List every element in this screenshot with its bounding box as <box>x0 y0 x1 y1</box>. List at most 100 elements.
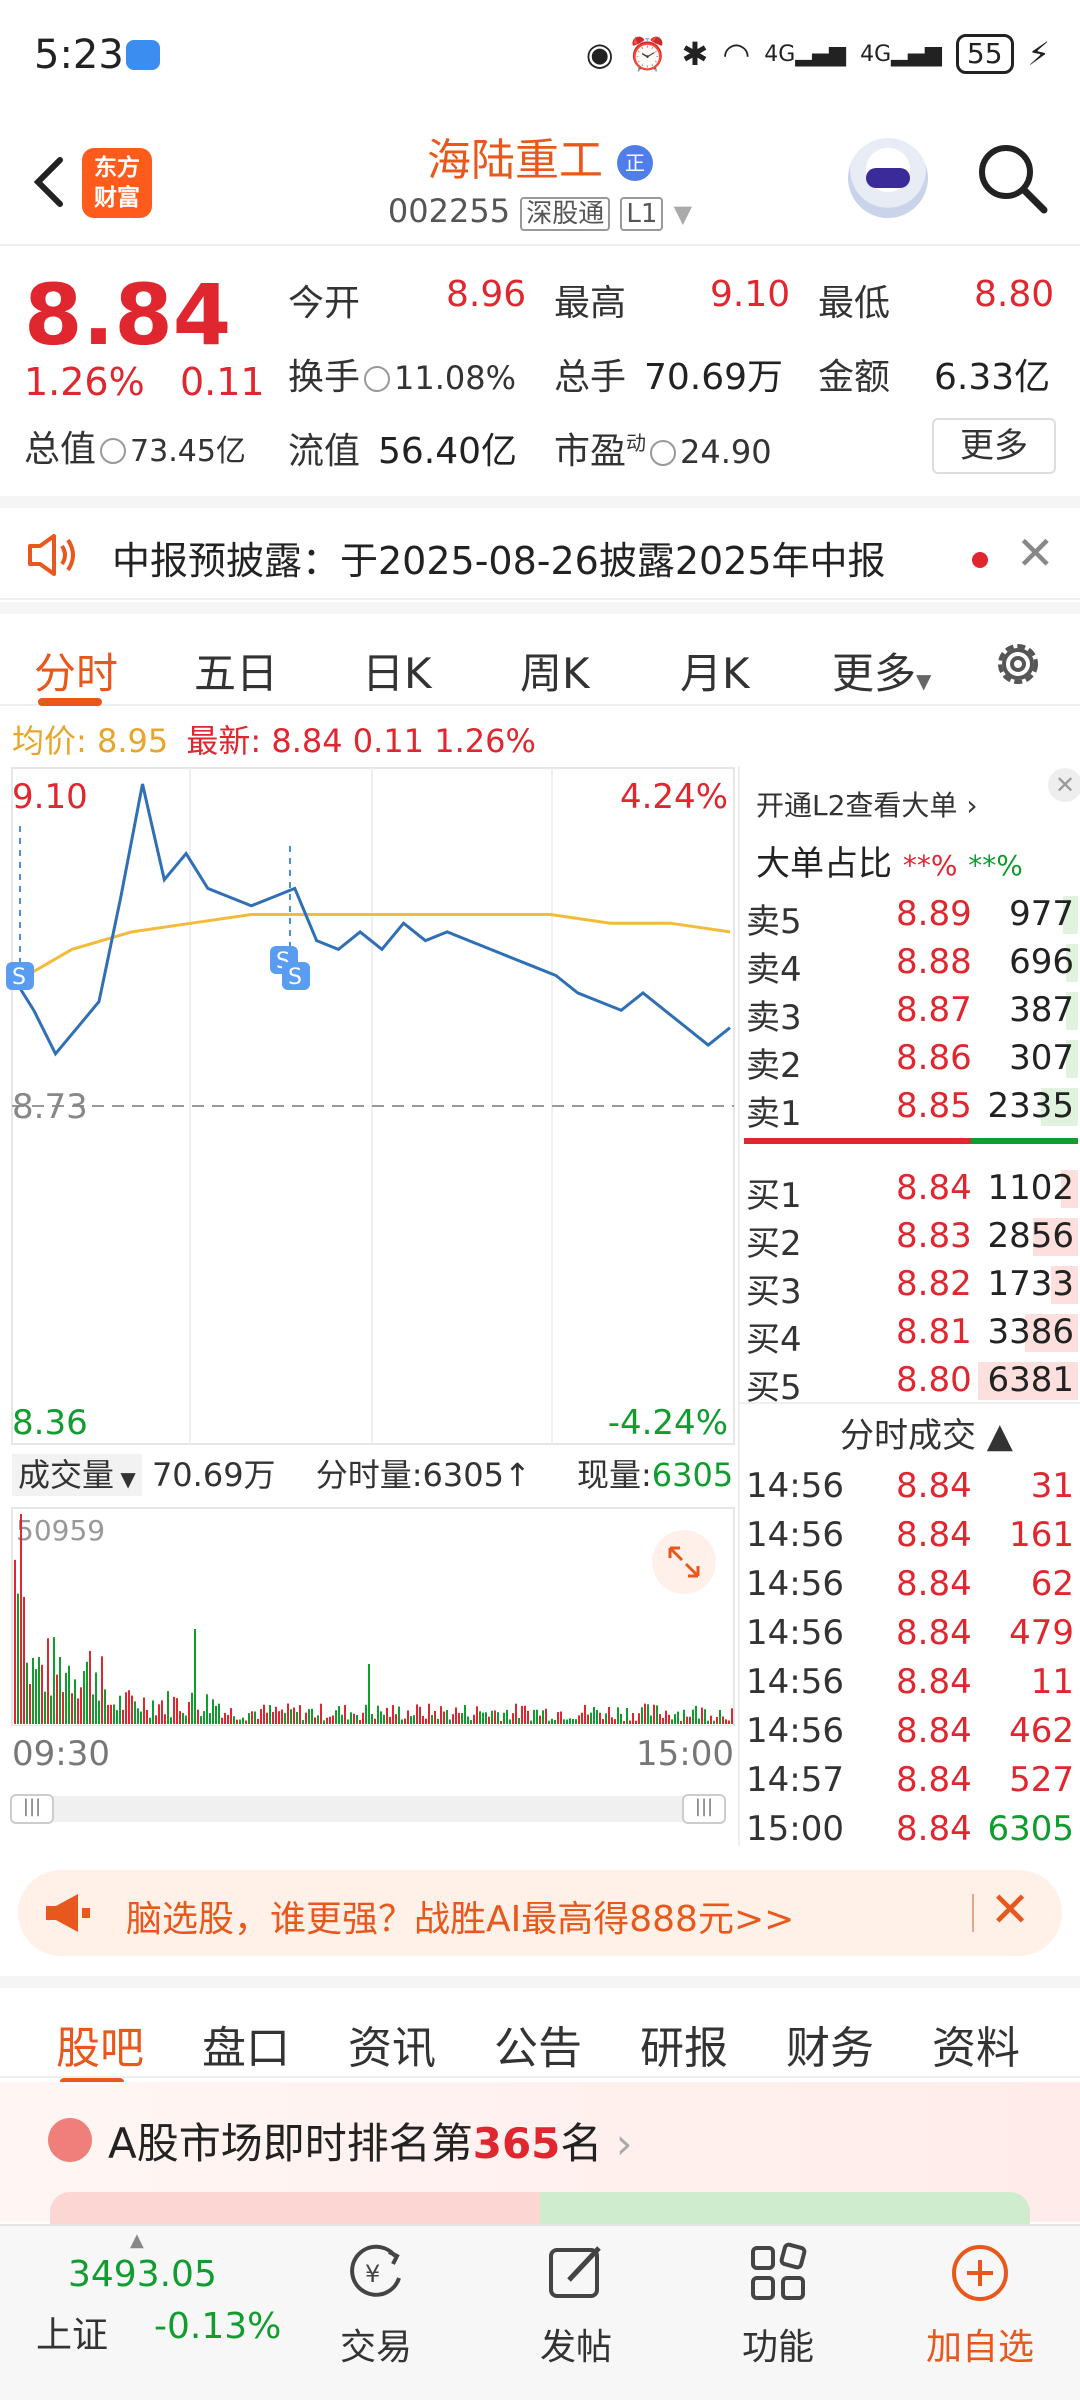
volume-bar <box>308 1709 310 1724</box>
tab-intraday[interactable]: 分时 <box>34 649 119 698</box>
volume-bar <box>569 1718 571 1724</box>
close-icon[interactable]: ✕ <box>990 1882 1031 1938</box>
sell-marker[interactable]: S <box>6 962 34 990</box>
sell-marker[interactable]: S <box>282 962 310 990</box>
bid-row[interactable]: 买1 8.84 1102 <box>740 1164 1080 1216</box>
tab-forum[interactable]: 股吧 <box>56 2023 144 2074</box>
volume-bar <box>686 1716 688 1724</box>
volume-bar <box>464 1705 466 1724</box>
ask-price: 8.87 <box>896 990 972 1030</box>
close-icon[interactable]: ✕ <box>1048 768 1080 802</box>
volume-bar <box>701 1707 703 1724</box>
volume-bar <box>68 1665 70 1724</box>
nav-post[interactable]: 发帖 <box>506 2238 646 2370</box>
price-chart-svg[interactable]: S S S 9.10 4.24% 8.73 8.36 -4.24% <box>0 766 736 1446</box>
scroll-handle-left[interactable]: ||| <box>10 1794 54 1824</box>
volume-chart-svg[interactable]: 50959 <box>0 1506 736 1727</box>
volume-bar <box>368 1664 370 1724</box>
nav-trade[interactable]: ¥ 交易 <box>306 2238 446 2370</box>
volume-bar <box>653 1704 655 1724</box>
volume-bar <box>455 1707 457 1724</box>
info-icon[interactable] <box>364 366 391 392</box>
ask-row[interactable]: 卖4 8.88 696 <box>740 938 1080 990</box>
volume-bar <box>431 1714 433 1724</box>
scroll-handle-right[interactable]: ||| <box>682 1794 726 1824</box>
back-arrow-icon[interactable] <box>22 152 82 212</box>
volume-bar <box>254 1711 256 1724</box>
volume-bar <box>317 1715 319 1724</box>
stock-code-row[interactable]: 002255 深股通 L1 ▼ <box>0 192 1080 231</box>
volume-bar <box>221 1717 223 1724</box>
volume-bar <box>581 1712 583 1724</box>
chart-scrollbar[interactable]: ||| ||| <box>10 1794 726 1824</box>
bluetooth-icon: ✱ <box>681 35 709 73</box>
rank-text[interactable]: A股市场即时排名第365名 › <box>108 2119 633 2168</box>
ai-assistant-icon[interactable] <box>848 138 928 218</box>
volume-bar <box>107 1704 109 1724</box>
gear-icon[interactable] <box>990 636 1046 692</box>
expand-icon[interactable] <box>652 1530 716 1594</box>
tab-monthly-k[interactable]: 月K <box>680 649 750 698</box>
tab-daily-k[interactable]: 日K <box>362 649 432 698</box>
bid-row[interactable]: 买4 8.81 3386 <box>740 1308 1080 1360</box>
ask-row[interactable]: 卖3 8.87 387 <box>740 986 1080 1038</box>
tab-more[interactable]: 更多▼ <box>832 649 932 698</box>
ask-label: 卖5 <box>746 902 802 942</box>
volume-chart[interactable]: 50959 <box>0 1506 736 1727</box>
tab-finance[interactable]: 财务 <box>786 2023 874 2074</box>
volume-select[interactable]: 成交量 ▼ <box>12 1454 142 1496</box>
tab-announcements[interactable]: 公告 <box>494 2023 582 2074</box>
bid-row[interactable]: 买2 8.83 2856 <box>740 1212 1080 1264</box>
volume-bar <box>623 1720 625 1724</box>
close-icon[interactable]: ✕ <box>1016 526 1055 580</box>
search-icon[interactable] <box>974 140 1050 216</box>
tab-handicap[interactable]: 盘口 <box>202 2023 290 2074</box>
volume-bar <box>512 1713 514 1724</box>
y-mid-label: 8.73 <box>12 1087 88 1127</box>
volume-bar <box>104 1689 106 1724</box>
volume-bar <box>47 1638 49 1724</box>
eastmoney-logo[interactable]: 东方 财富 <box>82 148 152 218</box>
info-icon[interactable] <box>650 440 677 466</box>
volume-bar <box>566 1719 568 1724</box>
ask-row[interactable]: 卖1 8.85 2335 <box>740 1082 1080 1134</box>
tab-research[interactable]: 研报 <box>640 2023 728 2074</box>
tick-price: 8.84 <box>896 1564 972 1604</box>
volume-bar <box>608 1706 610 1724</box>
bid-row[interactable]: 买3 8.82 1733 <box>740 1260 1080 1312</box>
volume-bar <box>38 1656 40 1724</box>
avg-price-line <box>11 913 731 986</box>
info-icon[interactable] <box>100 438 127 464</box>
index-name[interactable]: 上证 <box>36 2315 109 2356</box>
volume-bar <box>518 1717 520 1724</box>
more-button[interactable]: 更多 <box>932 418 1056 474</box>
index-value[interactable]: 3493.05 <box>68 2254 217 2295</box>
promo-banner[interactable]: 脑选股，谁更强？战胜AI最高得888元>> ✕ <box>18 1870 1062 1956</box>
intraday-chart[interactable]: S S S 9.10 4.24% 8.73 8.36 -4.24% <box>0 766 736 1446</box>
open-value: 8.96 <box>446 274 527 315</box>
nav-add-watchlist[interactable]: 加自选 <box>910 2238 1050 2370</box>
bid-row[interactable]: 买5 8.80 6381 <box>740 1356 1080 1408</box>
notice-bar[interactable]: 中报预披露：于2025-08-26披露2025年中报 ✕ <box>0 496 1080 600</box>
ask-row[interactable]: 卖2 8.86 307 <box>740 1034 1080 1086</box>
market-rank[interactable]: A股市场即时排名第365名 › <box>0 2082 1080 2232</box>
tab-news[interactable]: 资讯 <box>348 2023 436 2074</box>
volume-bar <box>314 1717 316 1724</box>
last-price: 8.84 <box>24 266 232 364</box>
volume-bar <box>404 1718 406 1724</box>
notice-text[interactable]: 中报预披露：于2025-08-26披露2025年中报 <box>112 539 886 583</box>
margin-badge: 正 <box>617 145 653 181</box>
ask-label: 卖1 <box>746 1094 802 1134</box>
volume-label: 总手 <box>554 357 627 398</box>
ask-row[interactable]: 卖5 8.89 977 <box>740 890 1080 942</box>
nav-functions[interactable]: 功能 <box>708 2238 848 2370</box>
volume-bar <box>635 1720 637 1724</box>
banner-text[interactable]: 脑选股，谁更强？战胜AI最高得888元>> <box>126 1899 795 1940</box>
tab-profile[interactable]: 资料 <box>932 2023 1020 2074</box>
ticks-title[interactable]: 分时成交 ▲ <box>840 1416 1013 1456</box>
tab-5day[interactable]: 五日 <box>194 649 279 698</box>
tab-weekly-k[interactable]: 周K <box>520 649 590 698</box>
index-change[interactable]: -0.13% <box>154 2306 282 2347</box>
volume-bar <box>1025 1314 1078 1352</box>
l2-link[interactable]: 开通L2查看大单 › <box>756 789 978 822</box>
